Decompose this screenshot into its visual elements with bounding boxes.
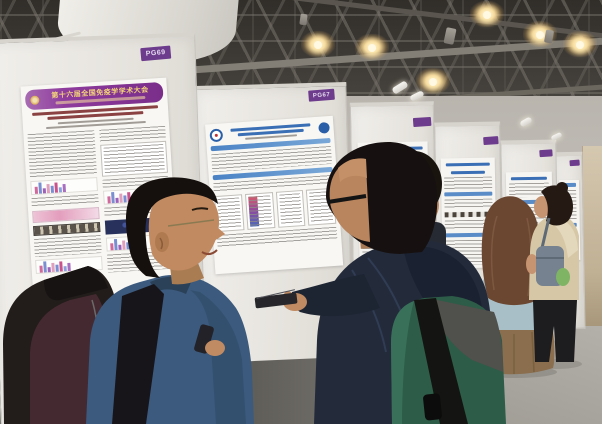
ceiling-light [576,41,584,49]
backpack-strap [414,298,468,424]
glasses [167,219,215,227]
green-backpack [391,296,506,424]
eyebrow [191,207,209,211]
ceiling-light [314,41,322,49]
black-trousers [533,300,577,362]
brown-hair [481,196,539,306]
bag-strap [540,217,551,249]
dark-hair [541,185,574,226]
ceiling-light [483,11,491,19]
phone-edge [256,289,295,299]
ear-detail [159,237,164,250]
hood [550,218,578,258]
forehead [338,158,367,182]
black-hair [125,177,218,278]
hand [205,340,225,356]
ceiling-light [429,78,437,86]
hoodie-sleeve [291,274,380,317]
backpack-highlight [391,301,414,424]
backpack-strap-front [112,284,164,424]
backpack-pocket [423,393,442,421]
green-bottle [556,268,570,286]
ceiling-light [536,31,544,39]
ceiling-light [368,44,376,52]
smile [201,249,218,256]
man-blue-jacket [3,177,254,424]
backpack-top-fold [44,266,108,301]
face [534,196,550,218]
woman-beige [526,182,579,362]
jacket-shade [190,290,246,424]
glasses [327,194,367,204]
backpack-top-flap [428,298,503,372]
hair-bun [556,182,568,194]
nose [214,226,225,241]
arm [526,254,538,274]
